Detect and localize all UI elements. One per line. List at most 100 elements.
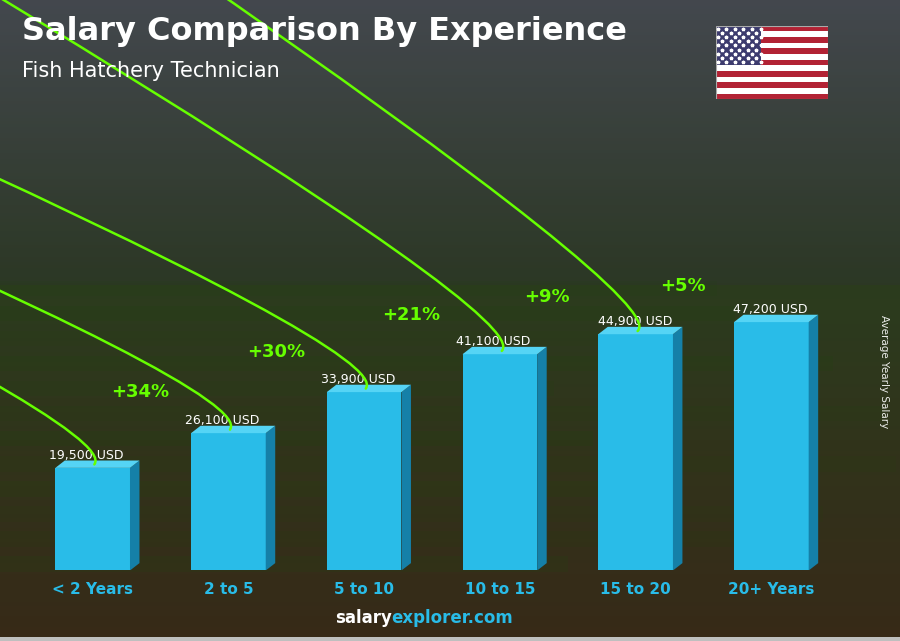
Bar [0,556,900,560]
Bar [0,599,900,603]
Bar [0,310,900,313]
Bar [0,419,900,422]
Bar [0,331,709,346]
Bar [0,237,900,239]
Bar [0,44,900,46]
Bar [0,142,900,144]
Bar [0,616,900,620]
Bar [0,202,900,205]
Bar [0,63,900,67]
Bar [0,458,900,462]
Bar [0,397,900,401]
Bar [0,153,900,156]
Bar [0,444,900,447]
Bar [0,627,900,630]
Bar [0,58,900,61]
Bar [0,356,653,371]
Bar [0,106,900,110]
Bar [0,490,900,493]
Bar [0,373,900,376]
Bar [0,228,900,231]
Bar [0,17,900,20]
Bar [191,433,266,570]
Bar [0,75,900,78]
Bar [0,468,900,472]
Bar [0,251,900,254]
Polygon shape [809,315,818,570]
Bar [0,472,900,476]
Bar [716,26,828,31]
Bar [716,43,828,48]
Bar [0,359,900,362]
Text: 44,900 USD: 44,900 USD [598,315,672,328]
Bar [0,440,900,444]
Bar [0,83,900,87]
Bar [0,12,900,14]
Bar [0,127,900,129]
Bar [0,387,900,390]
Bar [0,167,900,171]
Bar [0,213,900,217]
Bar [0,246,900,248]
Bar [0,324,900,327]
Bar [0,121,900,124]
Bar [0,150,900,153]
Bar [0,366,900,369]
Bar [0,292,900,296]
Bar [0,570,900,574]
Text: explorer.com: explorer.com [392,609,513,627]
Bar [0,104,900,106]
Bar [0,429,900,433]
Bar [716,88,828,94]
Bar [716,65,828,71]
Bar [0,78,900,81]
Bar [0,542,900,545]
Text: 41,100 USD: 41,100 USD [456,335,531,348]
Bar [0,210,900,213]
Bar [0,431,747,447]
Bar [0,60,900,63]
Bar [0,156,900,159]
Bar [0,345,900,348]
Bar [0,327,900,331]
Bar [0,162,900,164]
Bar [0,196,900,199]
Bar [0,179,900,182]
Polygon shape [401,385,411,570]
Bar [0,234,900,237]
Bar [0,531,725,547]
Bar [0,216,900,219]
Bar [0,190,900,194]
Bar [0,481,891,497]
Bar [0,101,900,104]
Bar [0,274,900,277]
Bar [0,426,900,429]
Bar [0,320,900,324]
Polygon shape [673,327,682,570]
Bar [0,23,900,26]
Bar [0,81,900,84]
Bar [0,514,900,518]
Bar [716,82,828,88]
Bar [0,46,900,49]
Bar [0,331,900,335]
Bar [0,133,900,136]
Polygon shape [734,315,818,322]
Bar [0,578,900,581]
Bar [0,31,900,35]
Bar [0,531,900,535]
Bar [0,265,900,269]
Bar [0,288,900,292]
Bar [0,299,900,303]
Bar [0,500,900,504]
Bar [0,40,900,44]
Bar [0,313,900,317]
Text: +5%: +5% [661,277,706,295]
Bar [0,595,900,599]
Text: salary: salary [335,609,392,627]
Bar [0,222,900,225]
Bar [0,173,900,176]
Bar [0,433,900,437]
Bar [0,496,900,500]
Bar [0,306,900,310]
